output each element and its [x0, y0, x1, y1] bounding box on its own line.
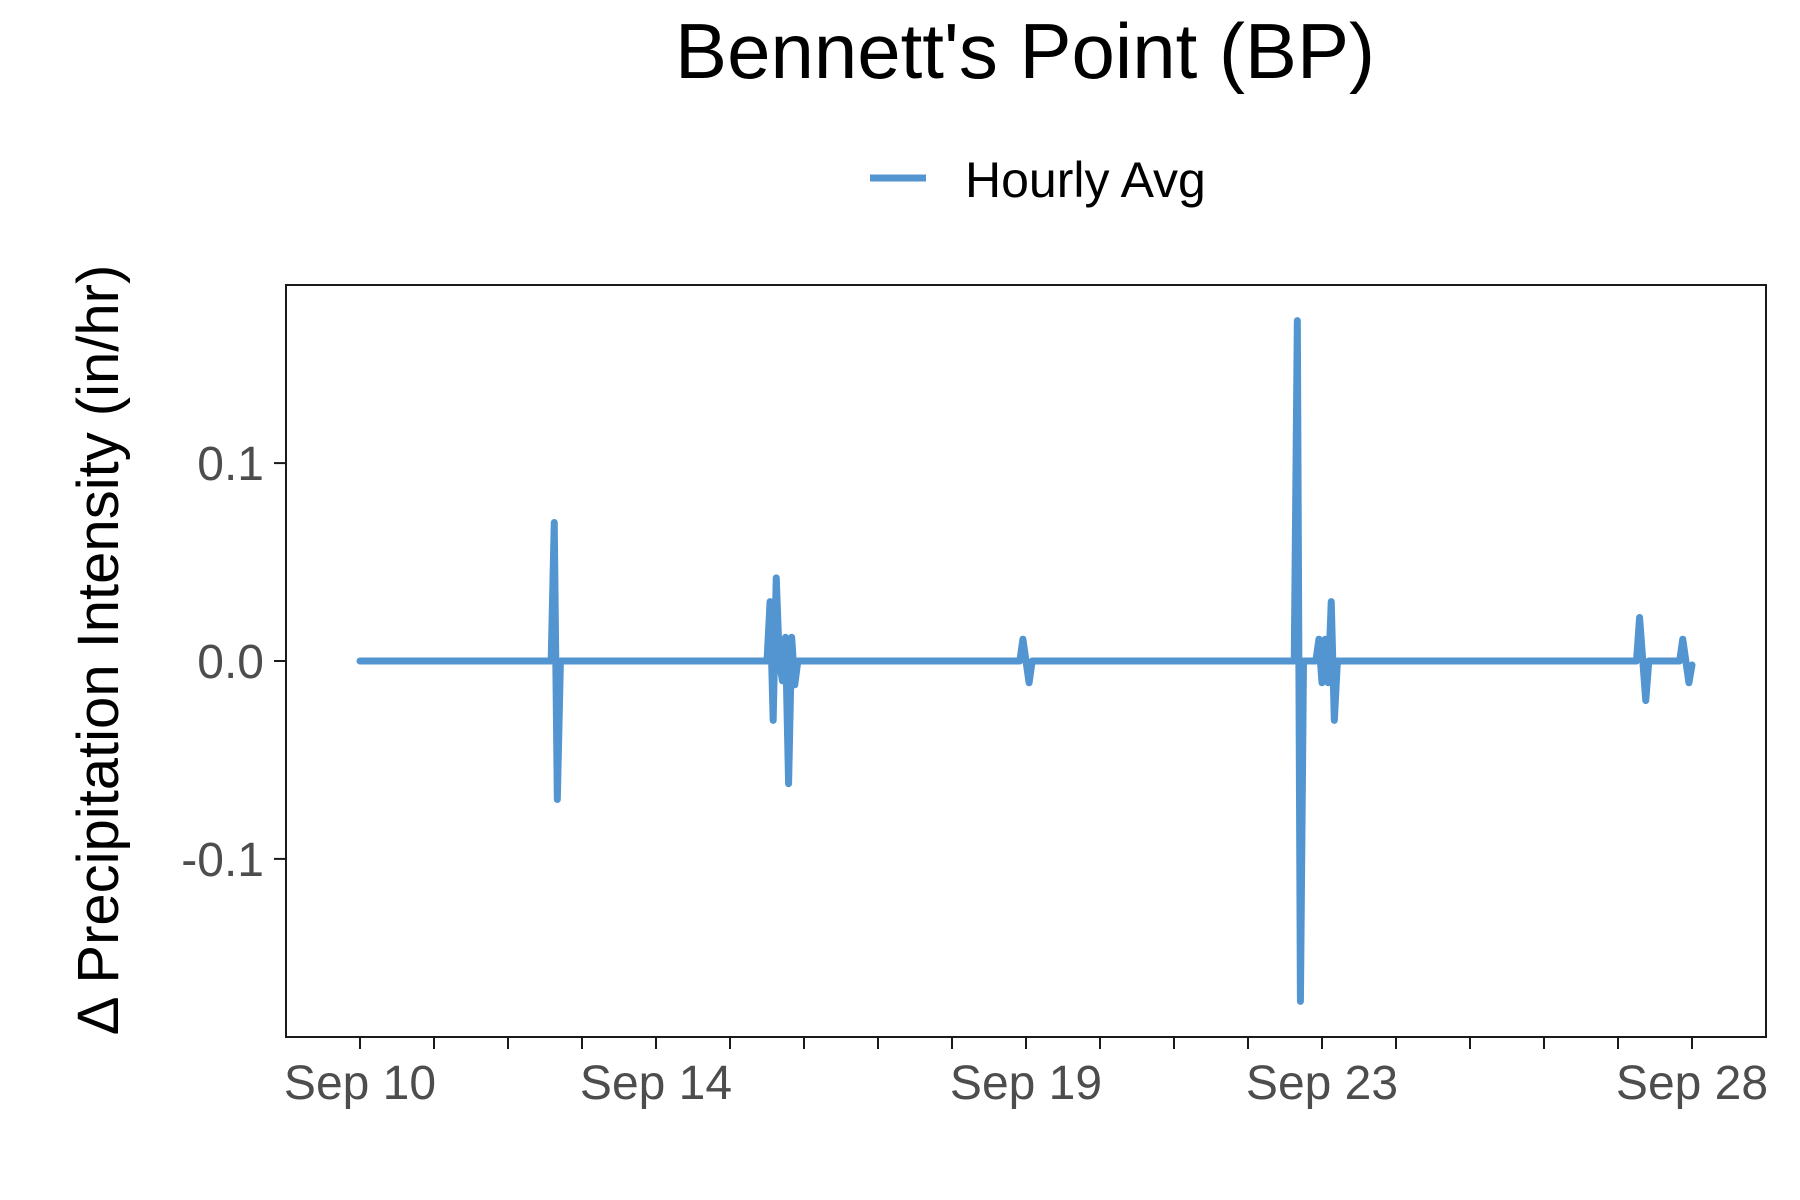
y-axis-ticks: 0.1 0.0 -0.1: [181, 438, 286, 887]
series-line-hourly-avg: [356, 317, 1696, 1005]
series-layer: [356, 317, 1696, 1005]
y-tick-label: 0.1: [197, 438, 264, 491]
x-axis-ticks: Sep 10 Sep 14 Sep 19 Sep 23 Sep 28: [284, 1037, 1768, 1110]
y-axis-label: Δ Precipitation Intensity (in/hr): [66, 265, 131, 1036]
legend-label-hourly-avg: Hourly Avg: [965, 152, 1206, 208]
y-tick-label: -0.1: [181, 834, 264, 887]
x-tick-label: Sep 28: [1616, 1057, 1768, 1110]
x-tick-label: Sep 14: [580, 1057, 732, 1110]
x-tick-label: Sep 19: [950, 1057, 1102, 1110]
y-tick-label: 0.0: [197, 636, 264, 689]
legend: Hourly Avg: [870, 152, 1206, 208]
x-tick-label: Sep 10: [284, 1057, 436, 1110]
chart-title: Bennett's Point (BP): [675, 7, 1375, 95]
x-tick-label: Sep 23: [1246, 1057, 1398, 1110]
